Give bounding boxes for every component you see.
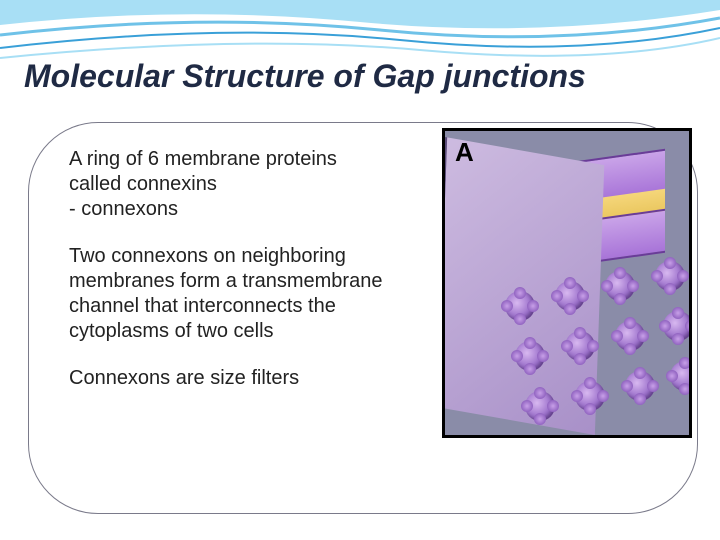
connexon-icon [655,261,685,291]
connexon-icon [525,391,555,421]
p1-line2: called connexins [69,172,409,197]
connexon-icon [515,341,545,371]
connexon-icon [615,321,645,351]
connexon-icon [663,311,692,341]
paragraph-1: A ring of 6 membrane proteins called con… [69,147,409,222]
connexon-icon [565,331,595,361]
slide-title: Molecular Structure of Gap junctions [24,58,586,95]
connexon-icon [625,371,655,401]
paragraph-3: Connexons are size filters [69,366,409,391]
body-text-block: A ring of 6 membrane proteins called con… [69,147,409,391]
connexon-icon [670,361,692,391]
connexon-icon [505,291,535,321]
gap-junction-illustration: A [442,128,692,438]
p1-line3: - connexons [69,197,409,222]
panel-label: A [455,137,474,168]
connexon-icon [605,271,635,301]
connexon-icon [575,381,605,411]
connexon-icon [555,281,585,311]
paragraph-2: Two connexons on neighboring membranes f… [69,244,409,344]
p1-line1: A ring of 6 membrane proteins [69,147,409,172]
